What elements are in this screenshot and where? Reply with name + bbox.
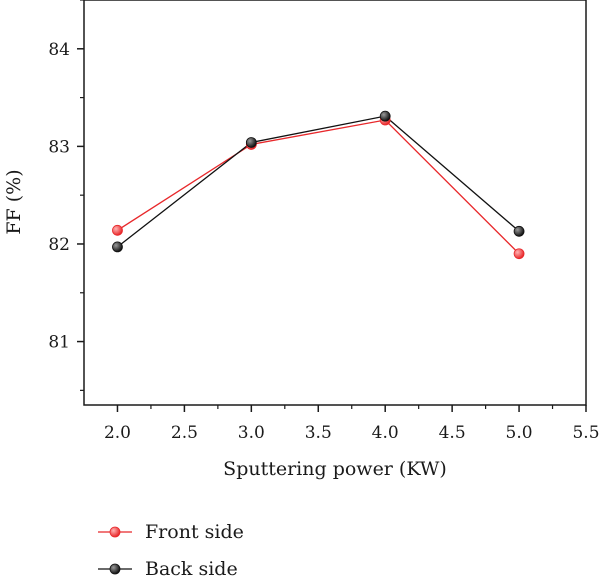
series-point [112, 224, 123, 236]
series-point [245, 137, 257, 148]
x-tick-label: 2.5 [171, 423, 198, 443]
x-tick-label: 2.0 [104, 423, 131, 443]
x-axis: 2.0 2.5 3.0 3.5 4.0 4.5 5.0 5.5 [104, 405, 600, 443]
y-tick-label: 83 [48, 137, 70, 157]
series-layer [112, 110, 525, 260]
legend-marker [109, 563, 121, 575]
plot-frame [83, 0, 587, 406]
x-tick-label: 3.0 [238, 423, 265, 443]
legend-marker [109, 526, 121, 538]
x-tick-label: 4.5 [439, 423, 466, 443]
y-axis-title: FF (%) [3, 169, 25, 234]
series-line [117, 119, 520, 255]
series-point [513, 225, 525, 237]
y-tick-label: 82 [48, 235, 70, 255]
x-tick-label: 5.5 [572, 423, 599, 443]
legend: Front side Back side [98, 521, 244, 580]
x-tick-label: 5.0 [506, 423, 533, 443]
series-point [379, 110, 391, 122]
x-axis-title: Sputtering power (KW) [223, 458, 447, 480]
y-axis: 81 82 83 84 [48, 0, 84, 391]
y-tick-label: 81 [48, 333, 70, 353]
x-tick-label: 3.5 [305, 423, 332, 443]
legend-label: Front side [145, 521, 244, 543]
series-line [117, 115, 520, 248]
series-point [112, 241, 123, 253]
x-tick-label: 4.0 [372, 423, 399, 443]
y-tick-label: 84 [48, 40, 70, 60]
series-point [513, 248, 525, 260]
legend-label: Back side [145, 558, 238, 580]
